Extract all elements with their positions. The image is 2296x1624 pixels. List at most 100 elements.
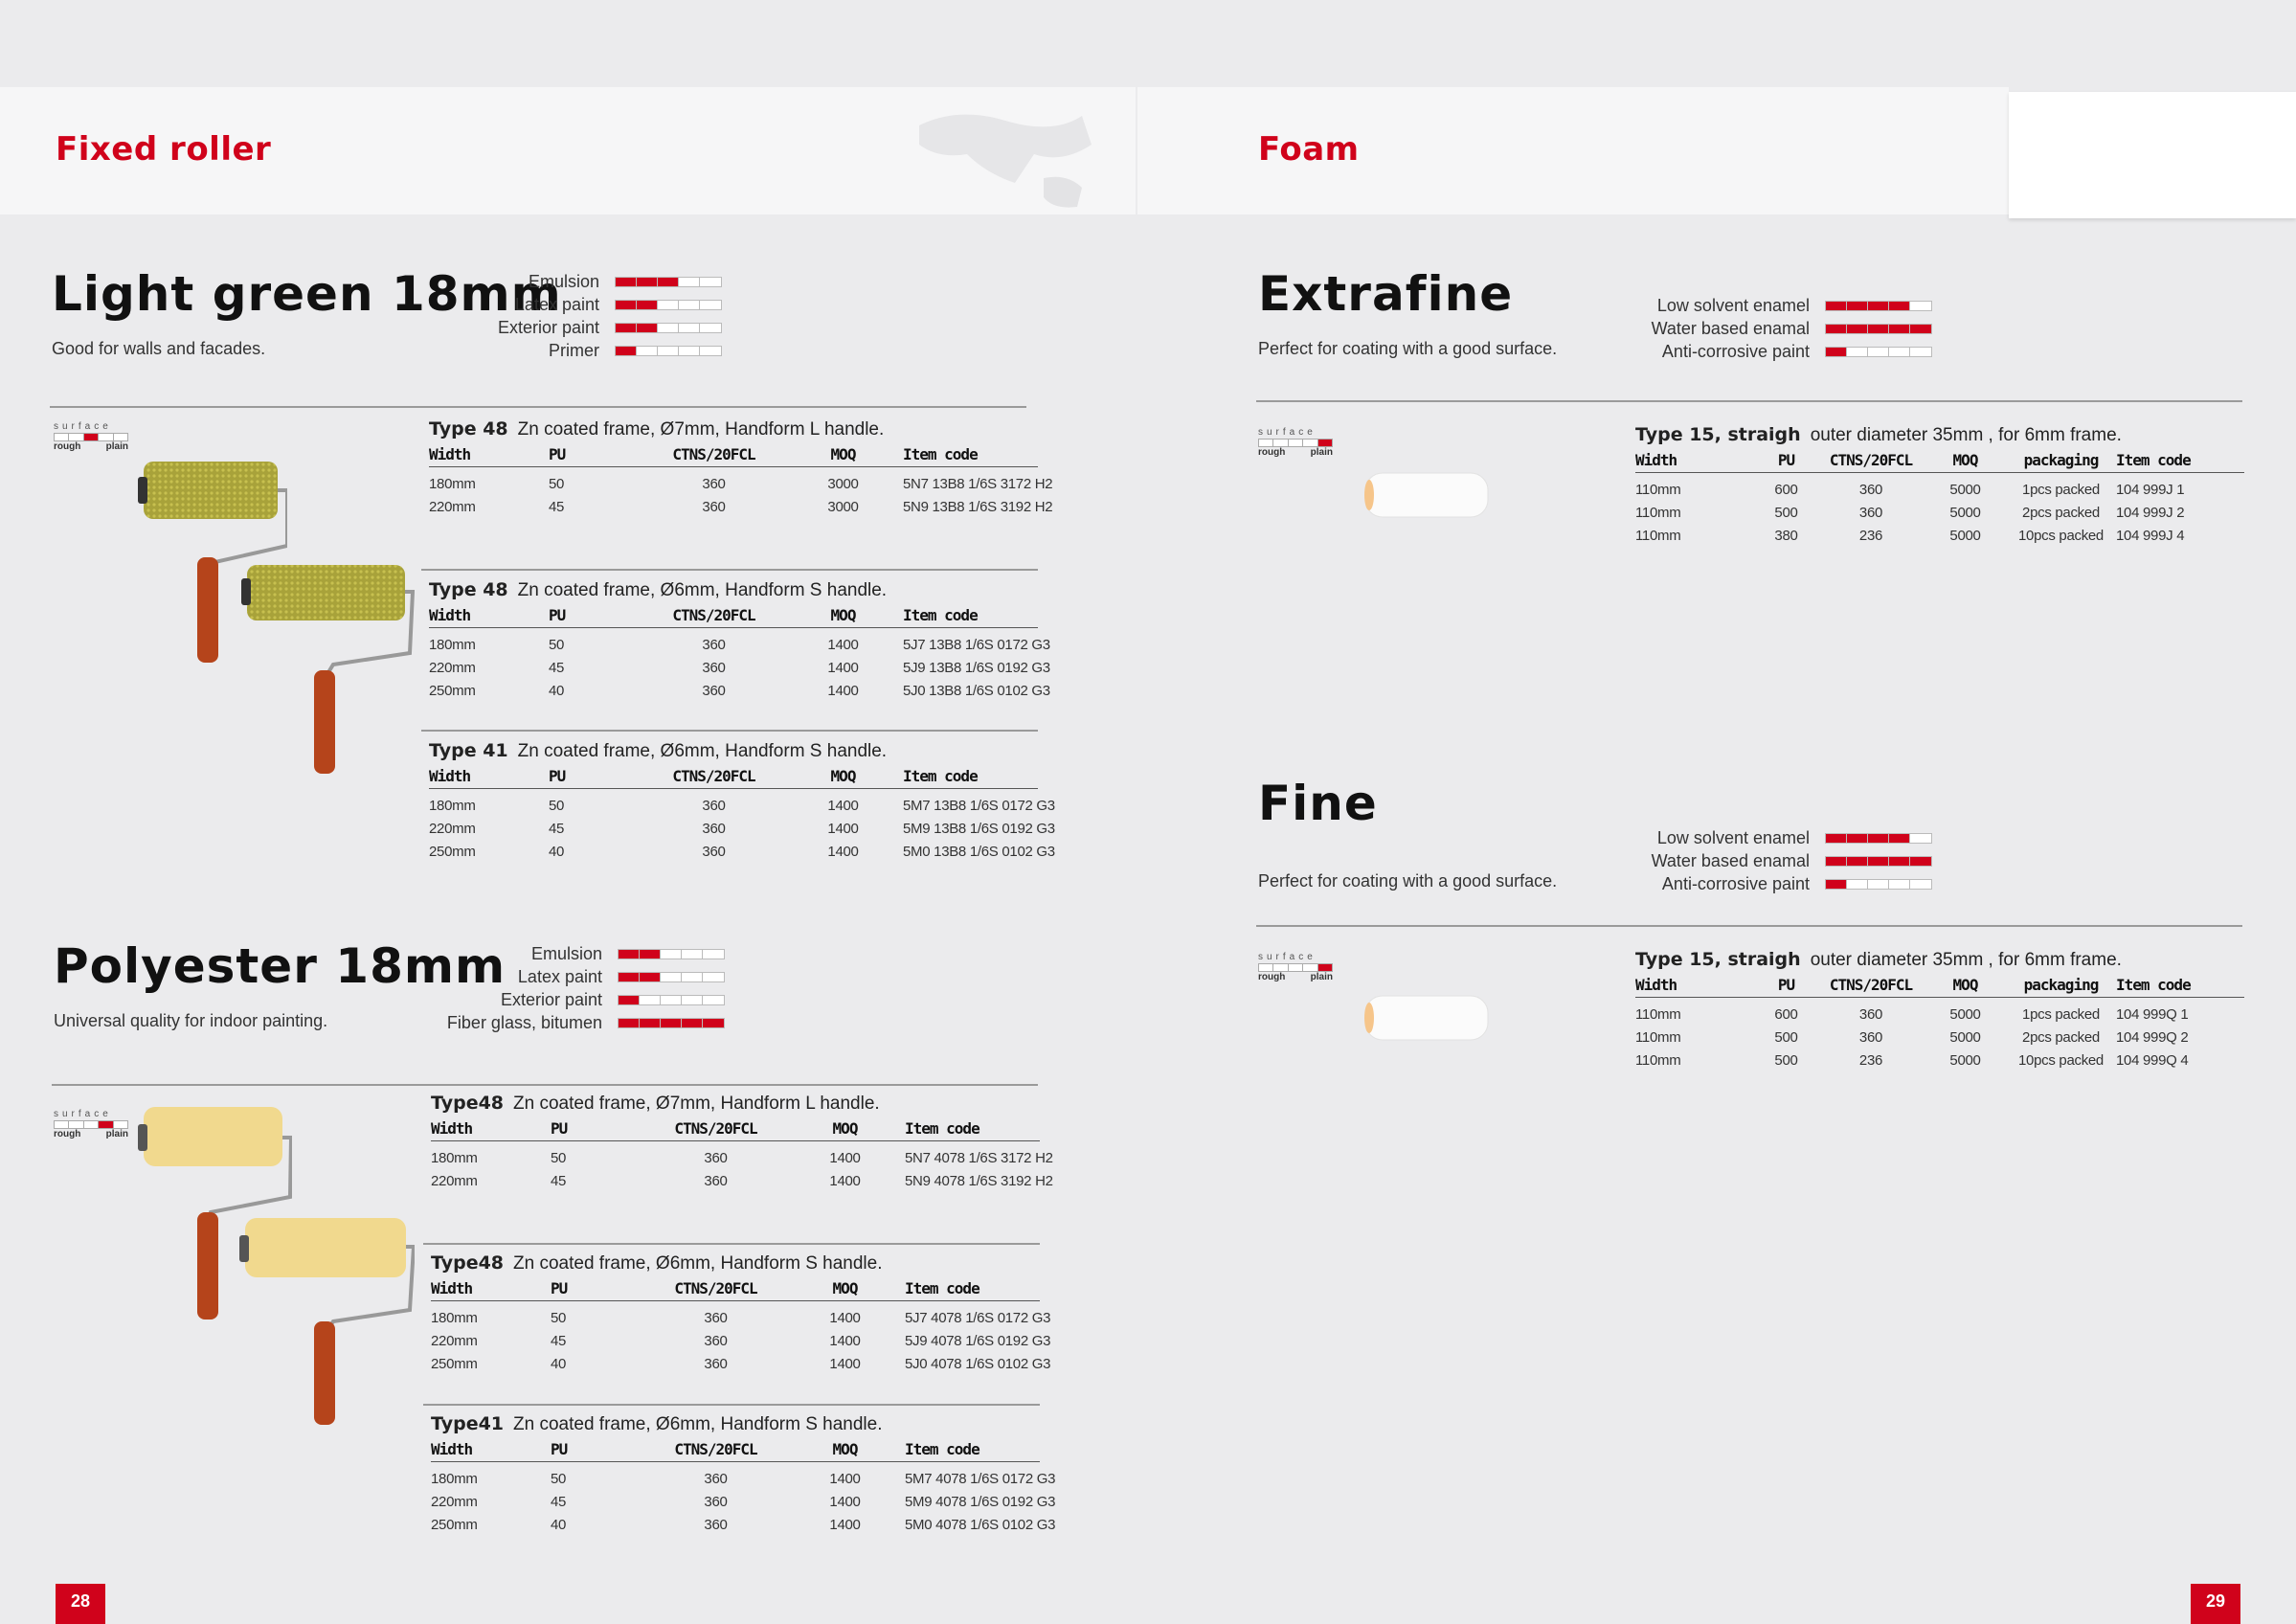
table-header: Width PU CTNS/20FCL MOQ Item code bbox=[429, 442, 1038, 467]
table-header: Width PU CTNS/20FCL MOQ packaging Item code bbox=[1635, 448, 2244, 473]
product-type: Type 48 bbox=[429, 418, 508, 440]
table-cell: 5J9 4078 1/6S 0192 G3 bbox=[905, 1333, 1051, 1349]
table-header: Width PU CTNS/20FCL MOQ Item code bbox=[429, 764, 1038, 789]
rating-segment bbox=[1868, 347, 1889, 356]
table-cell: 50 bbox=[551, 1471, 567, 1487]
divider bbox=[421, 569, 1038, 571]
table-cell: 5N9 13B8 1/6S 3192 H2 bbox=[903, 499, 1053, 515]
column-header: Width bbox=[429, 445, 471, 463]
table-cell: 220mm bbox=[431, 1173, 478, 1189]
rating-bar bbox=[1825, 323, 1932, 334]
product-spec: Zn coated frame, Ø6mm, Handform S handle… bbox=[517, 580, 888, 600]
table-cell: 5M7 13B8 1/6S 0172 G3 bbox=[903, 798, 1055, 814]
table-cell: 1pcs packed bbox=[2022, 1006, 2100, 1023]
rating-segment bbox=[637, 277, 658, 286]
surface-segment bbox=[83, 434, 100, 440]
table-cell: 180mm bbox=[431, 1310, 478, 1326]
table-cell: 5000 bbox=[1949, 1029, 1981, 1046]
table-cell: 250mm bbox=[431, 1356, 478, 1372]
rating-segment bbox=[1868, 324, 1889, 333]
table-cell: 180mm bbox=[429, 476, 476, 492]
rating-segment bbox=[1847, 301, 1868, 310]
table-cell: 45 bbox=[549, 821, 565, 837]
table-cell: 110mm bbox=[1635, 482, 1681, 498]
column-header: Item code bbox=[2116, 976, 2192, 994]
table-cell: 180mm bbox=[429, 798, 476, 814]
table-row: 110mm 500 360 5000 2pcs packed 104 999Q 2 bbox=[1635, 1026, 2244, 1049]
table-cell: 1400 bbox=[829, 1356, 861, 1372]
table-cell: 1400 bbox=[827, 683, 859, 699]
column-header: Width bbox=[429, 606, 471, 624]
table-cell: 5M9 4078 1/6S 0192 G3 bbox=[905, 1494, 1056, 1510]
rating-segment bbox=[1889, 347, 1910, 356]
table-cell: 40 bbox=[549, 683, 565, 699]
column-header: MOQ bbox=[830, 445, 857, 463]
table-cell: 180mm bbox=[431, 1150, 478, 1166]
rating-segment bbox=[1868, 301, 1889, 310]
table-cell: 360 bbox=[702, 821, 726, 837]
surface-segment bbox=[1259, 440, 1274, 446]
rating-segment bbox=[679, 300, 700, 309]
table-cell: 40 bbox=[549, 844, 565, 860]
table-row: 220mm 45 360 1400 5M9 4078 1/6S 0192 G3 bbox=[431, 1491, 1056, 1514]
rating-segment bbox=[1826, 301, 1847, 310]
surface-label: surface bbox=[54, 1109, 112, 1119]
table-cell: 110mm bbox=[1635, 1052, 1681, 1069]
surface-segment bbox=[1289, 440, 1304, 446]
rating-segment bbox=[1826, 879, 1847, 889]
rating-segment bbox=[682, 1018, 703, 1027]
rating-bar bbox=[615, 322, 722, 333]
table-row: 110mm 500 360 5000 2pcs packed 104 999J 2 bbox=[1635, 502, 2244, 525]
surface-segment bbox=[69, 1121, 84, 1128]
rating-segment bbox=[1868, 833, 1889, 843]
surface-segment bbox=[1273, 964, 1289, 971]
table-cell: 360 bbox=[702, 798, 726, 814]
table-cell: 600 bbox=[1774, 482, 1798, 498]
column-header: Width bbox=[1635, 451, 1677, 469]
rating-row: Exterior paint bbox=[330, 989, 732, 1010]
column-header: MOQ bbox=[830, 606, 857, 624]
table-cell: 5000 bbox=[1949, 1052, 1981, 1069]
product-type: Type 15, straigh bbox=[1635, 949, 1801, 970]
divider bbox=[1256, 925, 2242, 927]
table-cell: 220mm bbox=[429, 821, 476, 837]
rating-segment bbox=[703, 950, 724, 959]
surface-segment bbox=[1273, 440, 1289, 446]
table-cell: 236 bbox=[1858, 1052, 1883, 1069]
table-row: 180mm 50 360 1400 5J7 13B8 1/6S 0172 G3 bbox=[429, 634, 1050, 657]
divider bbox=[421, 730, 1038, 732]
rating-segment bbox=[703, 996, 724, 1004]
table-cell: 5M7 4078 1/6S 0172 G3 bbox=[905, 1471, 1056, 1487]
rating-segment bbox=[1910, 880, 1931, 889]
rating-segment bbox=[1826, 324, 1847, 333]
surface-rough-label: rough bbox=[54, 441, 81, 452]
table-cell: 360 bbox=[1858, 482, 1883, 498]
surface-range: rough plain bbox=[1258, 447, 1333, 459]
table-cell: 1400 bbox=[829, 1333, 861, 1349]
rating-segment bbox=[1868, 856, 1889, 866]
table-cell: 5J9 13B8 1/6S 0192 G3 bbox=[903, 660, 1050, 676]
rating-segment bbox=[1847, 879, 1868, 889]
rating-label: Water based enamal bbox=[1651, 318, 1810, 338]
table-row: 180mm 50 360 1400 5M7 13B8 1/6S 0172 G3 bbox=[429, 795, 1055, 818]
table-cell: 5N7 13B8 1/6S 3172 H2 bbox=[903, 476, 1053, 492]
rating-segment bbox=[658, 323, 679, 332]
table-cell: 360 bbox=[704, 1356, 728, 1372]
rating-segment bbox=[640, 1018, 661, 1027]
table-title: Type 41 Zn coated frame, Ø6mm, Handform S… bbox=[429, 737, 1038, 764]
table-row: 250mm 40 360 1400 5J0 13B8 1/6S 0102 G3 bbox=[429, 680, 1050, 703]
table-cell: 220mm bbox=[431, 1494, 478, 1510]
table-cell: 3000 bbox=[827, 499, 859, 515]
table-row: 250mm 40 360 1400 5M0 13B8 1/6S 0102 G3 bbox=[429, 841, 1055, 864]
product-description: Perfect for coating with a good surface. bbox=[1258, 339, 1558, 358]
table-cell: 50 bbox=[551, 1310, 567, 1326]
column-header: CTNS/20FCL bbox=[672, 606, 755, 624]
roller-image-l-handle bbox=[138, 1107, 292, 1320]
table-cell: 45 bbox=[551, 1494, 567, 1510]
table-row: 180mm 50 360 1400 5J7 4078 1/6S 0172 G3 bbox=[431, 1307, 1050, 1330]
column-header: Width bbox=[431, 1279, 473, 1297]
table-title: Type48 Zn coated frame, Ø6mm, Handform S … bbox=[431, 1250, 1040, 1276]
table-cell: 5000 bbox=[1949, 528, 1981, 544]
column-header: Item code bbox=[905, 1119, 980, 1138]
rating-segment bbox=[703, 1018, 724, 1027]
